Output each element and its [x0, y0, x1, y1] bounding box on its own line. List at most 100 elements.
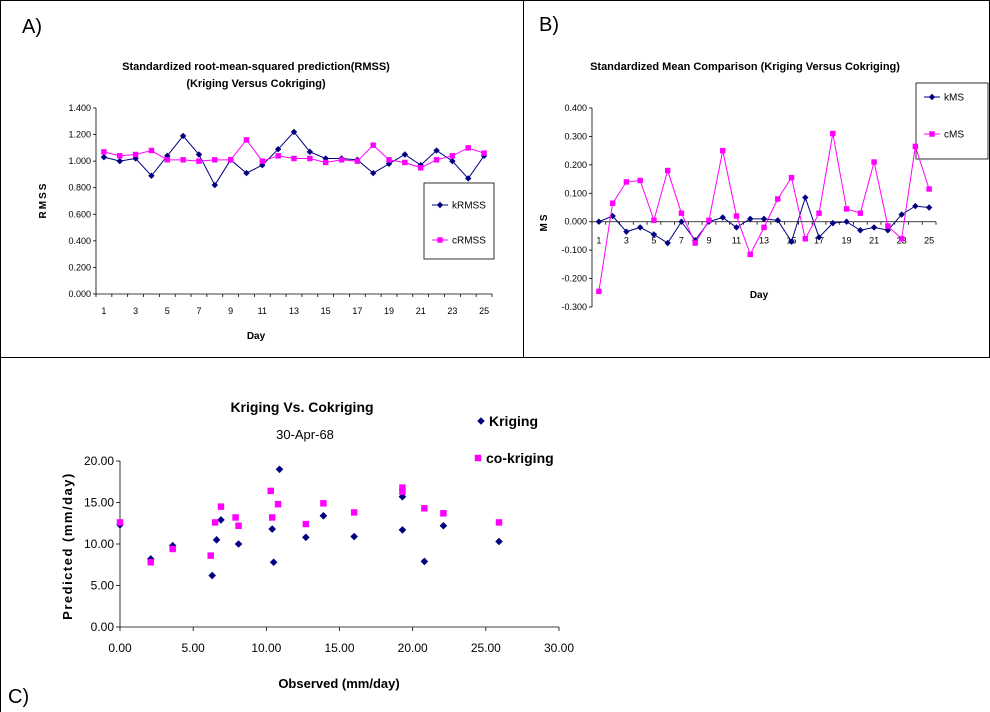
legend-marker [477, 417, 485, 425]
data-point-co-kriging [421, 505, 428, 512]
data-point-Kriging [269, 558, 278, 567]
x-tick-label: 7 [196, 306, 201, 316]
x-tick-label: 19 [384, 306, 394, 316]
x-tick-label: 25 [924, 236, 934, 246]
legend-marker [474, 454, 482, 462]
data-point-kMS [912, 202, 919, 210]
x-tick-label: 5.00 [181, 641, 205, 655]
data-point-Kriging [439, 521, 448, 530]
data-point-kMS [719, 214, 726, 221]
data-point-cRMSS [449, 153, 456, 159]
x-tick-label: 21 [869, 236, 879, 246]
y-tick-label: 0.100 [564, 188, 587, 198]
data-point-co-kriging [217, 503, 225, 510]
y-tick-label: 20.00 [84, 454, 114, 468]
data-point-cRMSS [212, 157, 218, 163]
data-point-kMS [802, 194, 809, 201]
series-line-cMS [598, 133, 930, 292]
data-point-cMS [788, 174, 795, 181]
data-point-cMS [596, 288, 602, 295]
data-point-kRMSS [290, 128, 298, 136]
y-tick-label: 0.400 [68, 236, 91, 246]
data-point-co-kriging [235, 522, 242, 529]
data-point-co-kriging [320, 500, 327, 507]
data-point-cMS [678, 210, 685, 216]
data-point-kMS [664, 239, 671, 247]
data-point-kRMSS [465, 175, 472, 182]
x-axis-label: Day [750, 290, 769, 301]
data-point-co-kriging [440, 510, 447, 517]
data-point-Kriging [398, 526, 407, 534]
legend-marker [929, 131, 935, 137]
chart-scatter: Kriging Vs. Cokriging 30-Apr-68 Observed… [60, 399, 574, 691]
y-tick-label: 0.200 [564, 160, 587, 170]
data-point-co-kriging [211, 519, 219, 526]
legend-box [915, 82, 989, 160]
chart-title: Standardized Mean Comparison (Kriging Ve… [590, 61, 900, 73]
data-point-cRMSS [433, 157, 440, 163]
data-point-cMS [912, 143, 919, 150]
x-tick-label: 9 [706, 236, 711, 246]
data-point-cRMSS [370, 142, 376, 148]
x-axis-label: Observed (mm/day) [278, 676, 399, 691]
data-point-cRMSS [148, 147, 155, 154]
data-point-Kriging [234, 540, 243, 548]
y-tick-label: -0.200 [561, 274, 587, 284]
data-point-Kriging [350, 532, 358, 541]
chart-title: Kriging Vs. Cokriging [230, 399, 373, 415]
data-point-cMS [706, 217, 712, 224]
legend-label-kMS: kMS [944, 93, 964, 104]
legend-label-cRMSS: cRMSS [452, 236, 486, 247]
x-tick-label: 23 [447, 306, 457, 316]
data-point-co-kriging [268, 514, 276, 521]
x-tick-label: 19 [842, 236, 852, 246]
data-point-Kriging [268, 525, 276, 533]
y-tick-label: 1.200 [68, 130, 91, 140]
data-point-cRMSS [275, 153, 281, 159]
panel-label-a: A) [22, 16, 42, 38]
y-tick-label: 15.00 [84, 496, 114, 510]
data-point-kMS [857, 227, 864, 234]
chart-subtitle: (Kriging Versus Cokriging) [186, 78, 326, 90]
data-point-cMS [857, 210, 864, 216]
data-point-kMS [636, 224, 644, 231]
data-point-cMS [651, 217, 657, 224]
y-tick-label: 5.00 [91, 579, 115, 593]
data-point-cMS [761, 224, 767, 231]
y-tick-label: 1.000 [68, 156, 91, 166]
x-tick-label: 1 [101, 306, 106, 316]
x-tick-label: 15.00 [324, 641, 354, 655]
data-point-cRMSS [117, 153, 123, 159]
data-point-co-kriging [207, 552, 214, 559]
legend-marker [436, 201, 444, 209]
x-tick-label: 13 [759, 236, 769, 246]
panel-label-b: B) [539, 14, 559, 36]
data-point-kMS [843, 218, 850, 225]
data-point-cMS [609, 200, 616, 206]
data-point-kRMSS [195, 151, 203, 158]
legend-label-Kriging: Kriging [489, 413, 538, 429]
x-tick-label: 0.00 [108, 641, 132, 655]
data-point-co-kriging [495, 519, 503, 526]
y-tick-label: 10.00 [84, 537, 114, 551]
data-point-kMS [595, 218, 603, 225]
chart-title: Standardized root-mean-squared predictio… [122, 61, 390, 73]
data-point-cRMSS [132, 151, 139, 158]
data-point-cMS [885, 223, 891, 229]
x-axis-label: Day [247, 331, 266, 342]
data-point-cMS [747, 251, 753, 258]
y-tick-label: 0.000 [564, 217, 587, 227]
data-point-kRMSS [179, 132, 187, 140]
data-point-kMS [829, 219, 836, 227]
legend-label-kRMSS: kRMSS [452, 201, 486, 212]
data-point-kMS [898, 211, 905, 218]
data-point-kMS [925, 204, 933, 211]
data-point-cMS [637, 177, 643, 184]
data-point-Kriging [319, 511, 328, 520]
data-point-kRMSS [449, 157, 456, 165]
y-tick-label: 0.600 [68, 209, 91, 219]
data-point-Kriging [420, 557, 429, 566]
data-point-kMS [760, 215, 768, 223]
x-tick-label: 11 [258, 306, 267, 316]
x-tick-label: 21 [416, 306, 426, 316]
